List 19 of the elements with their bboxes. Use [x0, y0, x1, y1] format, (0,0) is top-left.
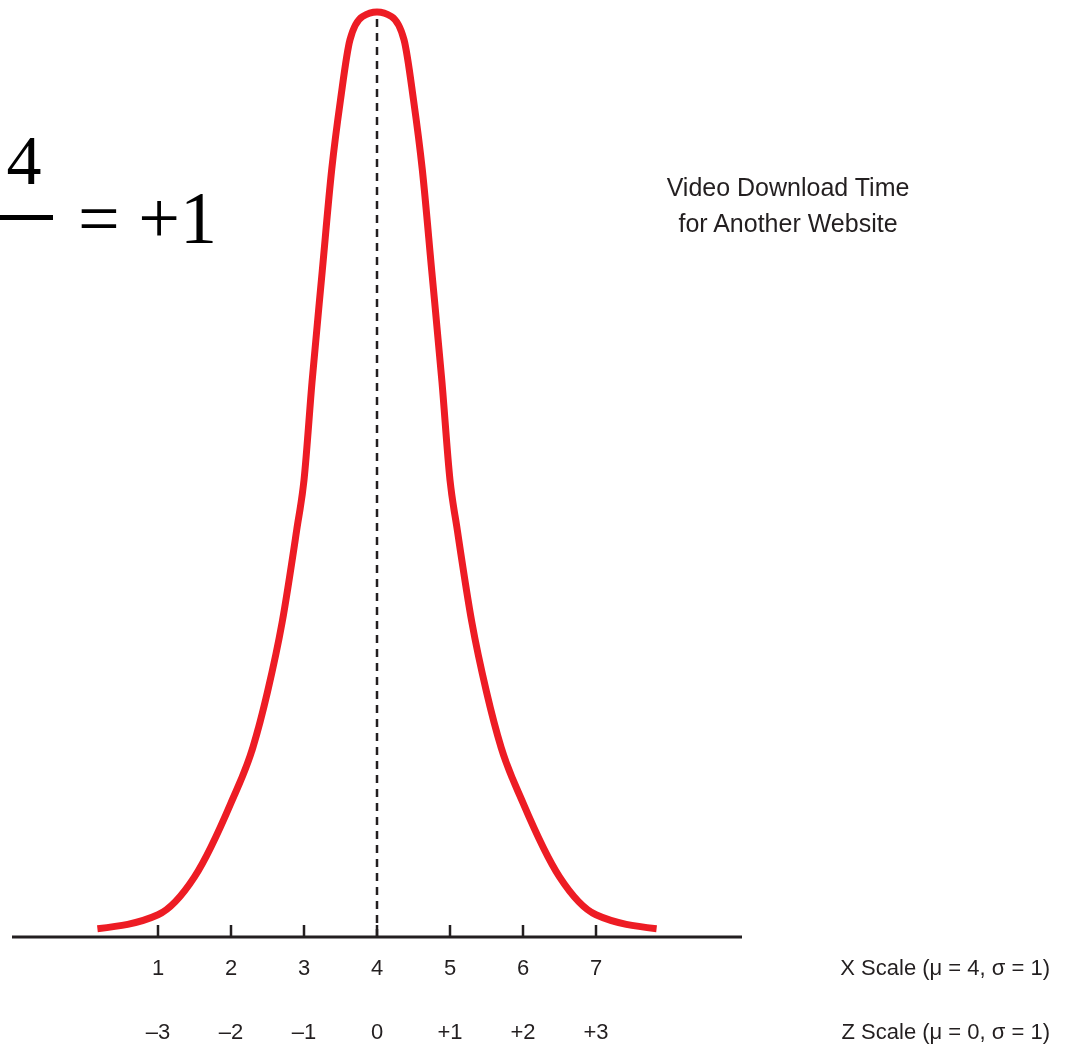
x-tick-label: 7: [589, 955, 603, 980]
text: Video Download Time for Another Website: [666, 173, 910, 237]
x2-tick-label: –2: [218, 1019, 244, 1044]
x2-tick-label: –3: [145, 1019, 171, 1044]
x-tick-label: 3: [297, 955, 311, 980]
x2-tick-label: +1: [437, 1019, 463, 1044]
x-tick-label: 4: [370, 955, 384, 980]
annotation: = +1: [78, 177, 217, 259]
x-tick-label: 6: [516, 955, 530, 980]
x2-tick-label: 0: [370, 1019, 384, 1044]
x2-tick-label: +2: [510, 1019, 536, 1044]
x-tick-label: 1: [151, 955, 165, 980]
x2-axis-title: Z Scale (μ = 0, σ = 1): [841, 1019, 1050, 1044]
x-axis-title: X Scale (μ = 4, σ = 1): [840, 955, 1050, 980]
x2-tick-label: –1: [291, 1019, 317, 1044]
x-tick-label: 5: [443, 955, 457, 980]
x-tick-label: 2: [224, 955, 238, 980]
annotation: 4: [6, 122, 42, 199]
x2-tick-label: +3: [583, 1019, 609, 1044]
